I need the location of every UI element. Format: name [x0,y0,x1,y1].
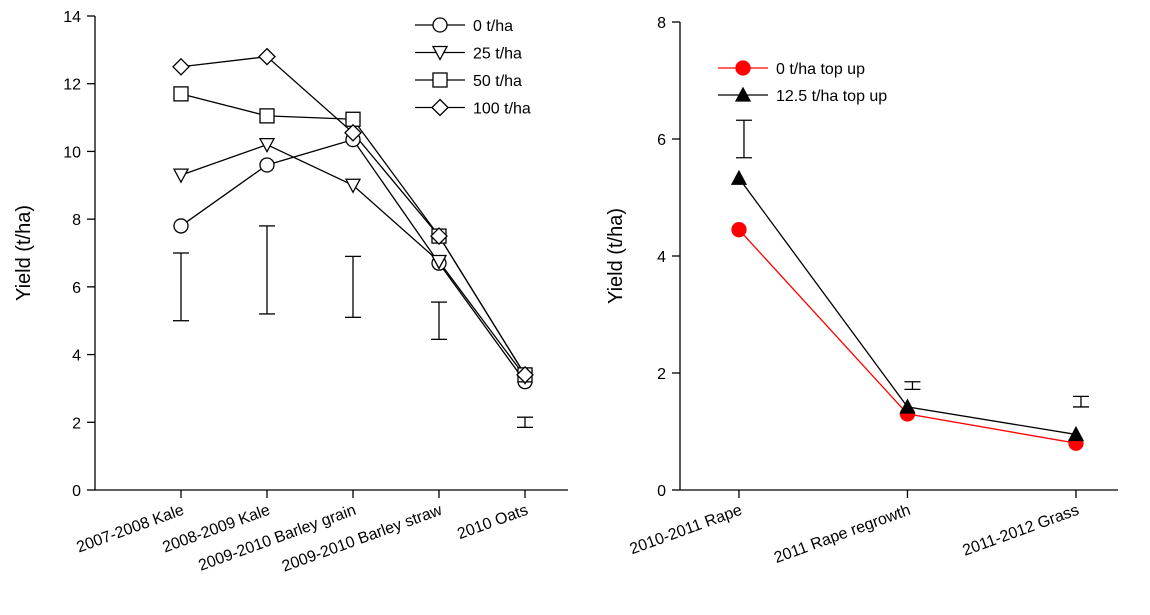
x-tick-label: 2010 Oats [455,502,530,543]
marker [259,108,275,124]
marker [173,218,189,234]
marker [899,398,916,414]
y-tick-label: 0 [72,483,81,500]
x-tick-label: 2011 Rape regrowth [772,502,913,567]
y-tick-label: 6 [657,132,666,149]
y-tick-label: 10 [63,144,81,161]
error-bar [431,301,447,340]
legend-label: 12.5 t/ha top up [776,88,887,105]
legend-marker [432,17,448,33]
y-tick-label: 4 [657,249,666,266]
marker [430,227,448,245]
error-bar [345,255,361,318]
error-bar [735,119,752,159]
legend-marker [735,60,751,76]
marker [430,254,448,270]
y-tick-label: 14 [63,9,81,26]
series-line [738,177,1077,436]
legend-marker [734,86,752,102]
x-tick-label: 2009-2010 Barley straw [280,502,445,576]
y-tick-label: 8 [657,15,666,32]
error-bar [904,381,921,391]
legend-label: 100 t/ha [473,101,531,118]
error-bar [259,225,275,315]
y-tick-label: 6 [72,280,81,297]
y-tick-label: 2 [657,366,666,383]
marker [516,365,534,384]
marker [730,169,748,185]
x-tick-label: 2009-2010 Barley grain [196,502,358,575]
y-tick-label: 0 [657,483,666,500]
error-bar [517,416,533,429]
marker [258,138,276,154]
legend-label: 0 t/ha top up [776,61,865,78]
marker [173,86,189,102]
marker [1067,426,1085,442]
y-tick-label: 12 [63,77,81,94]
x-tick-label: 2011-2012 Grass [960,502,1081,560]
error-bar [1072,395,1089,408]
legend-label: 0 t/ha [473,18,513,35]
chart: 0 2 4 6 8 Yield (t/ha) 2010-2011 Rape 2011 Rape… [605,15,1118,567]
error-bar [173,252,189,322]
marker [172,168,190,184]
marker [731,222,747,238]
y-axis-label: Yield (t/ha) [605,208,627,304]
legend-marker [431,98,449,117]
y-tick-label: 2 [72,415,81,432]
y-tick-label: 8 [72,212,81,229]
x-tick-label: 2010-2011 Rape [628,502,745,558]
legend-label: 50 t/ha [473,73,522,90]
y-tick-label: 4 [72,348,81,365]
legend-marker [431,45,449,61]
marker [344,178,362,194]
legend-marker [432,72,448,88]
marker [344,123,362,142]
marker [258,47,276,66]
marker [172,57,190,76]
marker [259,157,275,173]
y-axis-label: Yield (t/ha) [13,205,35,301]
legend-label: 25 t/ha [473,46,522,63]
